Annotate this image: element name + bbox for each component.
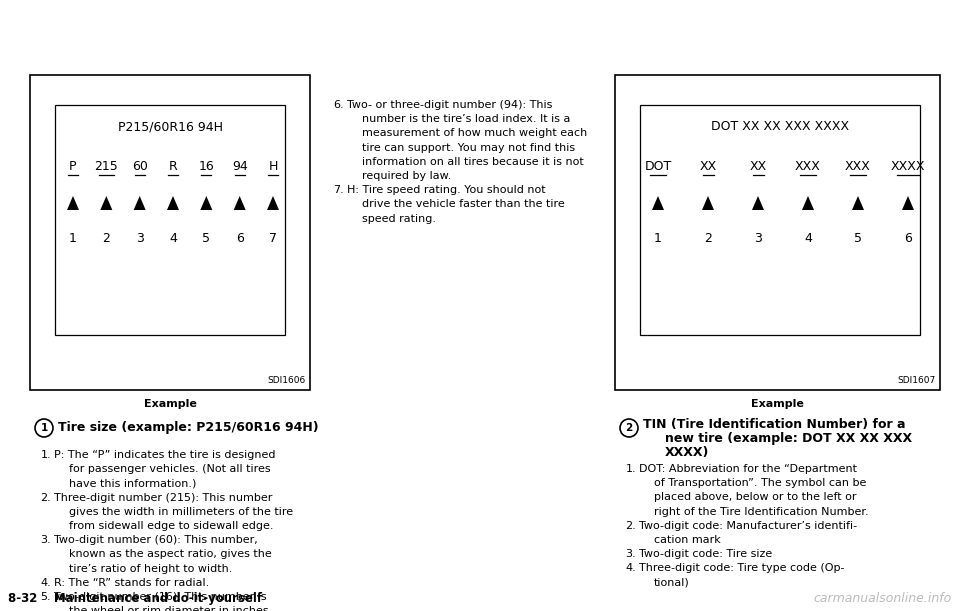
Text: speed rating.: speed rating. <box>362 214 436 224</box>
Text: 5: 5 <box>203 233 210 246</box>
Text: 215: 215 <box>94 161 118 174</box>
Text: tional): tional) <box>654 577 689 588</box>
Text: Two-digit number (60): This number,: Two-digit number (60): This number, <box>54 535 257 545</box>
Text: known as the aspect ratio, gives the: known as the aspect ratio, gives the <box>69 549 272 560</box>
Text: Example: Example <box>751 399 804 409</box>
Text: 1.: 1. <box>625 464 636 474</box>
Text: Two-digit code: Manufacturer’s identifi-: Two-digit code: Manufacturer’s identifi- <box>639 521 857 531</box>
Text: 2: 2 <box>625 423 633 433</box>
Polygon shape <box>233 196 246 210</box>
Text: 3.: 3. <box>40 535 51 545</box>
Text: 2: 2 <box>704 233 712 246</box>
Text: 2.: 2. <box>40 492 51 503</box>
Text: 4.: 4. <box>40 578 51 588</box>
Text: 4: 4 <box>169 233 177 246</box>
Text: 1.: 1. <box>40 450 51 460</box>
Text: 6: 6 <box>236 233 244 246</box>
Bar <box>55 105 285 335</box>
Text: 6: 6 <box>904 233 912 246</box>
Text: 94: 94 <box>231 161 248 174</box>
Text: Three-digit code: Tire type code (Op-: Three-digit code: Tire type code (Op- <box>639 563 845 573</box>
Polygon shape <box>133 196 146 210</box>
Text: tire’s ratio of height to width.: tire’s ratio of height to width. <box>69 563 232 574</box>
Text: DOT: Abbreviation for the “Department: DOT: Abbreviation for the “Department <box>639 464 857 474</box>
Polygon shape <box>167 196 179 210</box>
Text: 60: 60 <box>132 161 148 174</box>
Text: SDI1607: SDI1607 <box>898 376 936 385</box>
Text: Two- or three-digit number (94): This: Two- or three-digit number (94): This <box>347 100 552 110</box>
Polygon shape <box>201 196 212 210</box>
Text: Three-digit number (215): This number: Three-digit number (215): This number <box>54 492 273 503</box>
Text: 4: 4 <box>804 233 812 246</box>
Text: 2.: 2. <box>625 521 636 531</box>
Text: from sidewall edge to sidewall edge.: from sidewall edge to sidewall edge. <box>69 521 274 531</box>
Text: R: R <box>169 161 178 174</box>
Text: right of the Tire Identification Number.: right of the Tire Identification Number. <box>654 507 869 516</box>
Text: number is the tire’s load index. It is a: number is the tire’s load index. It is a <box>362 114 570 124</box>
Text: H: Tire speed rating. You should not: H: Tire speed rating. You should not <box>347 185 545 195</box>
Text: P: P <box>69 161 77 174</box>
Text: placed above, below or to the left or: placed above, below or to the left or <box>654 492 856 502</box>
Text: the wheel or rim diameter in inches.: the wheel or rim diameter in inches. <box>69 606 273 611</box>
Text: XXXX): XXXX) <box>665 446 709 459</box>
Text: information on all tires because it is not: information on all tires because it is n… <box>362 157 584 167</box>
Text: carmanualsonline.info: carmanualsonline.info <box>814 592 952 605</box>
Text: 5: 5 <box>854 233 862 246</box>
Polygon shape <box>852 196 864 210</box>
Text: 1: 1 <box>654 233 662 246</box>
Text: 3: 3 <box>754 233 762 246</box>
Text: Two-digit code: Tire size: Two-digit code: Tire size <box>639 549 772 559</box>
Text: measurement of how much weight each: measurement of how much weight each <box>362 128 588 139</box>
Text: SDI1606: SDI1606 <box>268 376 306 385</box>
Text: required by law.: required by law. <box>362 171 451 181</box>
Text: XXX: XXX <box>795 161 821 174</box>
Text: DOT: DOT <box>644 161 672 174</box>
Text: XXX: XXX <box>845 161 871 174</box>
Bar <box>640 105 920 335</box>
Text: 4.: 4. <box>625 563 636 573</box>
Text: 1: 1 <box>40 423 48 433</box>
Polygon shape <box>101 196 112 210</box>
Polygon shape <box>67 196 79 210</box>
Bar <box>30 75 310 390</box>
Text: gives the width in millimeters of the tire: gives the width in millimeters of the ti… <box>69 507 293 517</box>
Text: cation mark: cation mark <box>654 535 721 545</box>
Text: for passenger vehicles. (Not all tires: for passenger vehicles. (Not all tires <box>69 464 271 474</box>
Text: 16: 16 <box>199 161 214 174</box>
Polygon shape <box>652 196 664 210</box>
Text: P215/60R16 94H: P215/60R16 94H <box>117 120 223 133</box>
Polygon shape <box>902 196 914 210</box>
Text: Example: Example <box>144 399 197 409</box>
Polygon shape <box>752 196 764 210</box>
Text: 1: 1 <box>69 233 77 246</box>
Text: TIN (Tire Identification Number) for a: TIN (Tire Identification Number) for a <box>643 418 905 431</box>
Text: new tire (example: DOT XX XX XXX: new tire (example: DOT XX XX XXX <box>665 432 912 445</box>
Text: Two-digit number (16): This number is: Two-digit number (16): This number is <box>54 592 267 602</box>
Text: DOT XX XX XXX XXXX: DOT XX XX XXX XXXX <box>711 120 849 133</box>
Polygon shape <box>267 196 279 210</box>
Text: tire can support. You may not find this: tire can support. You may not find this <box>362 142 575 153</box>
Text: P: The “P” indicates the tire is designed: P: The “P” indicates the tire is designe… <box>54 450 276 460</box>
Text: 5.: 5. <box>40 592 51 602</box>
Text: of Transportation”. The symbol can be: of Transportation”. The symbol can be <box>654 478 866 488</box>
Text: H: H <box>268 161 277 174</box>
Bar <box>615 75 940 390</box>
Text: 6.: 6. <box>333 100 344 110</box>
Text: 7.: 7. <box>333 185 344 195</box>
Text: XXXX: XXXX <box>891 161 925 174</box>
Text: R: The “R” stands for radial.: R: The “R” stands for radial. <box>54 578 209 588</box>
Text: 3: 3 <box>135 233 144 246</box>
Text: have this information.): have this information.) <box>69 478 197 488</box>
Text: XX: XX <box>750 161 767 174</box>
Text: drive the vehicle faster than the tire: drive the vehicle faster than the tire <box>362 199 564 210</box>
Text: 7: 7 <box>269 233 277 246</box>
Text: 2: 2 <box>103 233 110 246</box>
Polygon shape <box>802 196 814 210</box>
Polygon shape <box>702 196 714 210</box>
Text: Tire size (example: P215/60R16 94H): Tire size (example: P215/60R16 94H) <box>58 422 319 434</box>
Text: XX: XX <box>700 161 716 174</box>
Text: 8-32    Maintenance and do-it-yourself: 8-32 Maintenance and do-it-yourself <box>8 592 262 605</box>
Text: 3.: 3. <box>625 549 636 559</box>
